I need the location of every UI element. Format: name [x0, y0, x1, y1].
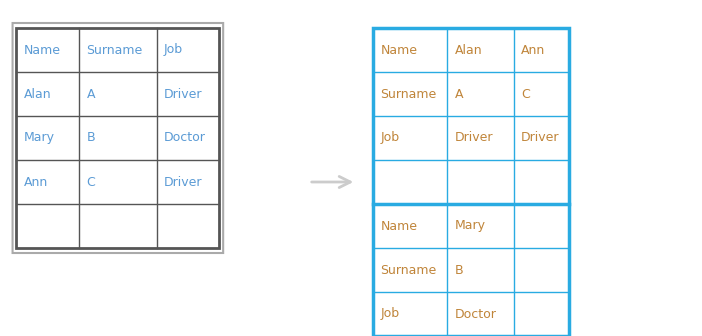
Text: Driver: Driver: [454, 131, 493, 144]
Text: Alan: Alan: [24, 87, 51, 100]
Text: Name: Name: [24, 43, 60, 56]
Text: A: A: [454, 87, 463, 100]
Bar: [373, 28, 569, 336]
Text: Driver: Driver: [164, 87, 203, 100]
FancyBboxPatch shape: [13, 23, 223, 253]
Text: Job: Job: [164, 43, 183, 56]
Text: Name: Name: [380, 43, 418, 56]
Text: Mary: Mary: [24, 131, 55, 144]
Text: Ann: Ann: [24, 175, 48, 188]
Text: Surname: Surname: [86, 43, 143, 56]
Text: Doctor: Doctor: [454, 307, 496, 321]
Text: Ann: Ann: [521, 43, 545, 56]
Text: C: C: [86, 175, 95, 188]
Text: B: B: [454, 263, 463, 277]
Text: Driver: Driver: [164, 175, 203, 188]
Text: Job: Job: [380, 131, 399, 144]
Text: Alan: Alan: [454, 43, 482, 56]
Text: Name: Name: [380, 219, 418, 233]
Text: C: C: [521, 87, 530, 100]
Bar: [16, 28, 220, 248]
Text: Job: Job: [380, 307, 399, 321]
Text: B: B: [86, 131, 95, 144]
Text: Surname: Surname: [380, 87, 437, 100]
Text: Mary: Mary: [454, 219, 486, 233]
Text: A: A: [86, 87, 95, 100]
Text: Driver: Driver: [521, 131, 559, 144]
Text: Surname: Surname: [380, 263, 437, 277]
Text: Doctor: Doctor: [164, 131, 206, 144]
